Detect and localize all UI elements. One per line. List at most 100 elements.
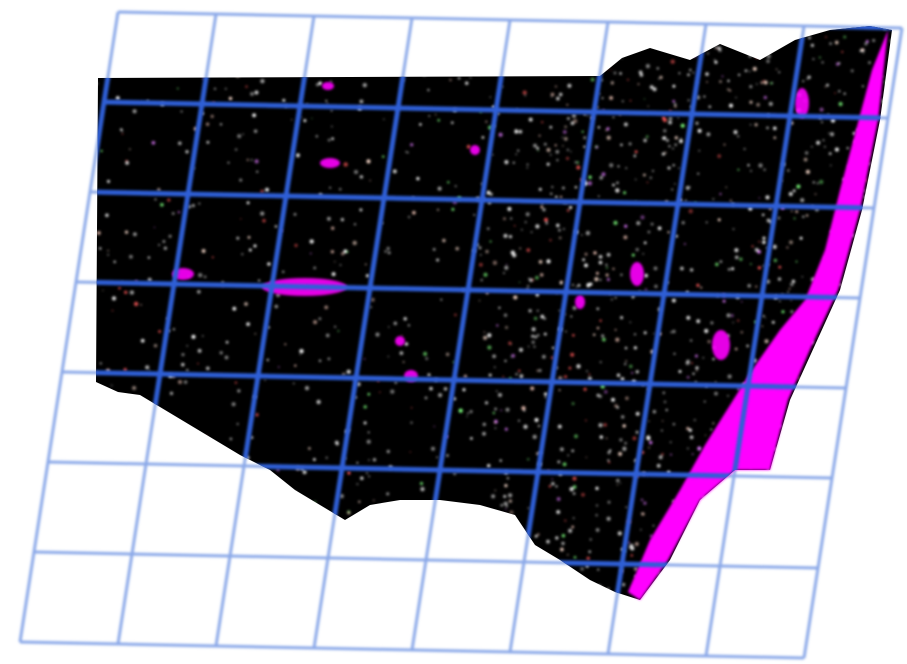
raster-speckle: [590, 598, 593, 600]
raster-speckle: [729, 582, 732, 585]
raster-speckle: [308, 447, 311, 450]
raster-speckle: [402, 603, 404, 605]
raster-speckle: [781, 310, 785, 314]
raster-speckle: [366, 43, 371, 48]
raster-speckle: [766, 503, 770, 508]
raster-speckle: [773, 258, 778, 263]
raster-speckle: [595, 528, 600, 532]
raster-speckle: [762, 79, 765, 83]
raster-speckle: [620, 273, 623, 276]
raster-speckle: [466, 144, 471, 149]
raster-speckle: [622, 446, 627, 451]
raster-speckle: [180, 110, 183, 113]
raster-speckle: [274, 304, 279, 309]
raster-speckle: [668, 34, 672, 38]
raster-speckle: [104, 556, 108, 561]
raster-speckle: [505, 263, 508, 266]
raster-speckle: [428, 115, 430, 117]
raster-speckle: [543, 599, 547, 600]
raster-speckle: [672, 423, 676, 426]
raster-speckle: [689, 435, 694, 440]
raster-speckle: [500, 409, 503, 412]
raster-speckle: [211, 256, 214, 259]
raster-speckle: [802, 400, 806, 404]
raster-speckle: [544, 396, 547, 399]
raster-speckle: [586, 283, 590, 288]
raster-speckle: [859, 496, 862, 499]
raster-speckle: [644, 288, 648, 291]
raster-speckle: [352, 562, 356, 566]
no-data-patch: [795, 88, 809, 118]
raster-speckle: [714, 60, 718, 64]
raster-speckle: [839, 539, 843, 543]
raster-speckle: [856, 504, 861, 508]
raster-speckle: [264, 58, 266, 60]
raster-speckle: [375, 30, 378, 33]
raster-speckle: [505, 581, 510, 586]
raster-speckle: [277, 366, 280, 368]
raster-speckle: [258, 279, 261, 282]
raster-speckle: [884, 342, 888, 345]
raster-speckle: [535, 275, 539, 280]
raster-speckle: [558, 236, 562, 240]
raster-speckle: [755, 592, 760, 596]
raster-speckle: [663, 400, 667, 404]
grid-line-column-inner: [96, 26, 121, 600]
raster-speckle: [226, 47, 229, 50]
raster-speckle: [538, 187, 542, 191]
raster-speckle: [546, 162, 550, 166]
raster-speckle: [674, 136, 678, 140]
raster-speckle: [508, 235, 513, 239]
raster-speckle: [819, 29, 822, 31]
raster-speckle: [313, 501, 317, 504]
raster-speckle: [457, 76, 461, 80]
raster-speckle: [105, 213, 109, 218]
raster-speckle: [235, 73, 240, 78]
raster-speckle: [748, 54, 752, 58]
raster-speckle: [773, 514, 777, 517]
raster-speckle: [886, 573, 890, 578]
raster-speckle: [758, 197, 761, 199]
raster-speckle: [313, 60, 316, 63]
raster-speckle: [745, 550, 748, 553]
raster-speckle: [790, 310, 794, 314]
raster-speckle: [765, 195, 770, 200]
raster-speckle: [661, 116, 666, 120]
raster-speckle: [121, 454, 125, 459]
raster-speckle: [686, 447, 689, 450]
raster-speckle: [732, 321, 734, 324]
raster-speckle: [762, 30, 765, 33]
raster-speckle: [615, 337, 620, 342]
raster-speckle: [555, 149, 560, 154]
raster-speckle: [422, 72, 427, 76]
raster-speckle: [571, 46, 574, 50]
raster-speckle: [503, 272, 505, 274]
raster-speckle: [562, 186, 565, 190]
raster-speckle: [653, 266, 658, 271]
raster-speckle: [410, 407, 413, 409]
raster-speckle: [107, 254, 109, 256]
raster-speckle: [562, 145, 564, 147]
raster-speckle: [548, 485, 552, 488]
raster-speckle: [655, 42, 659, 46]
raster-speckle: [727, 394, 729, 397]
raster-speckle: [729, 36, 731, 38]
raster-speckle: [99, 481, 103, 484]
raster-speckle: [843, 279, 847, 283]
raster-speckle: [570, 150, 572, 153]
raster-speckle: [884, 189, 889, 194]
raster-speckle: [737, 168, 740, 171]
raster-speckle: [543, 332, 547, 336]
raster-speckle: [658, 455, 663, 460]
raster-speckle: [432, 248, 436, 251]
raster-speckle: [161, 573, 166, 578]
raster-speckle: [519, 374, 524, 378]
raster-speckle: [868, 338, 871, 341]
raster-speckle: [353, 169, 359, 175]
raster-speckle: [510, 516, 514, 520]
raster-speckle: [695, 369, 698, 372]
raster-speckle: [634, 333, 636, 336]
raster-speckle: [688, 532, 693, 537]
raster-speckle: [574, 161, 577, 164]
coverage-polygon: [96, 26, 892, 600]
